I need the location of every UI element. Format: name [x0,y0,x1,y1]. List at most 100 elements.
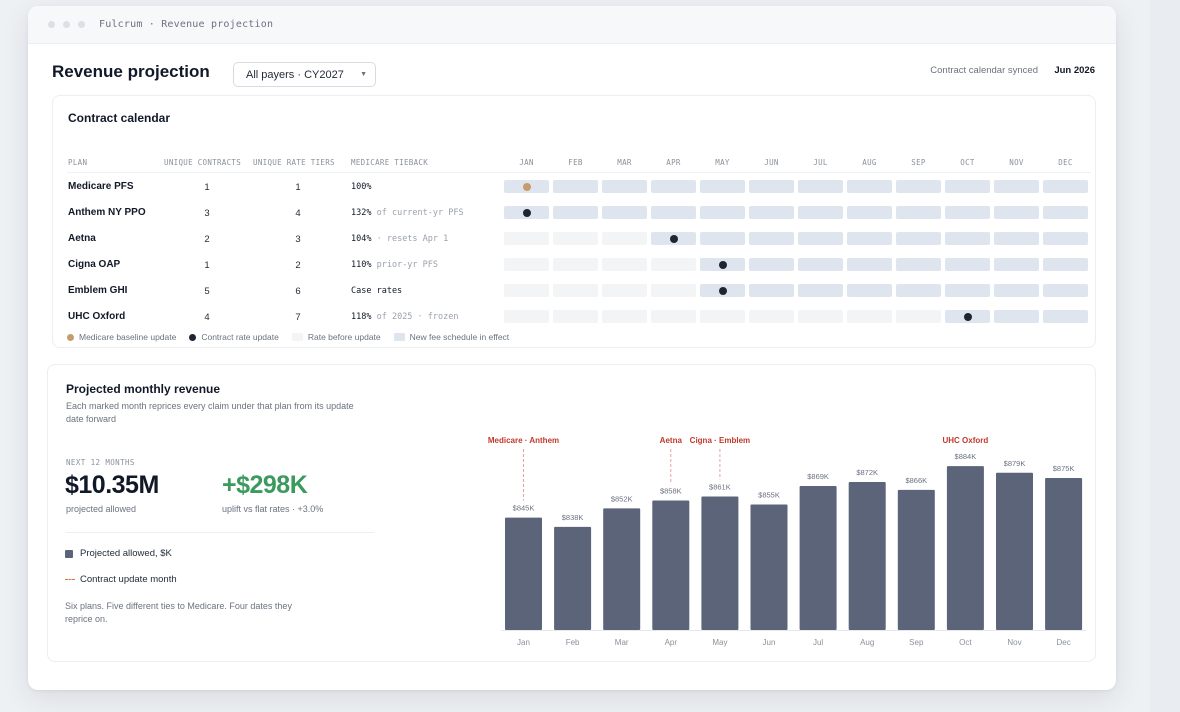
month-cell-apr[interactable] [651,206,696,219]
month-cell-aug[interactable] [847,284,892,297]
month-cell-aug[interactable] [847,310,892,323]
month-cell-dec[interactable] [1043,284,1088,297]
month-cell-jul[interactable] [798,206,843,219]
month-cell-mar[interactable] [602,310,647,323]
month-cell-mar[interactable] [602,180,647,193]
month-cell-may[interactable] [700,232,745,245]
contract-update-marker[interactable] [964,312,972,321]
month-cell-aug[interactable] [847,232,892,245]
bar-dec[interactable] [1045,478,1083,630]
month-cell-oct[interactable] [945,180,990,193]
month-cell-oct[interactable] [945,284,990,297]
month-cell-jun[interactable] [749,180,794,193]
baseline-update-marker[interactable] [523,182,531,191]
month-cell-may[interactable] [700,180,745,193]
month-cell-sep[interactable] [896,206,941,219]
month-cell-apr[interactable] [651,258,696,271]
month-cell-may[interactable] [700,206,745,219]
month-cell-jan[interactable] [504,284,549,297]
legend-before-label: Rate before update [307,332,381,342]
month-cell-jun[interactable] [749,310,794,323]
month-cell-sep[interactable] [896,258,941,271]
month-cell-apr[interactable] [651,310,696,323]
bar-apr[interactable] [652,500,690,631]
month-cell-mar[interactable] [602,206,647,219]
sync-status-label: Contract calendar synced [930,65,1038,76]
bar-oct[interactable] [946,466,984,630]
bar-jan[interactable] [505,517,542,630]
month-cell-nov[interactable] [994,284,1039,297]
month-cell-jan[interactable] [504,310,549,323]
bar-mar[interactable] [603,508,641,630]
month-cell-jun[interactable] [749,232,794,245]
bar-nov[interactable] [996,472,1033,630]
month-header-feb: FEB [568,158,583,167]
month-cell-jul[interactable] [798,180,843,193]
tieback-note: · resets Apr 1 [371,234,449,244]
month-cell-sep[interactable] [896,180,941,193]
month-cell-dec[interactable] [1043,180,1088,193]
month-cell-jan[interactable] [504,232,549,245]
month-cell-dec[interactable] [1043,206,1088,219]
bar-jul[interactable] [799,485,837,630]
update-annotation-label: Medicare · Anthem [488,436,559,445]
bar-sep[interactable] [897,489,935,630]
window-minimize-dot[interactable] [63,21,70,28]
payer-select[interactable]: All payers · CY2027 ▼ [233,62,376,87]
month-cell-oct[interactable] [945,258,990,271]
contract-update-marker[interactable] [670,234,678,243]
contract-update-marker[interactable] [719,260,727,269]
month-cell-jul[interactable] [798,232,843,245]
x-tick-label: Sep [909,638,924,647]
month-cell-feb[interactable] [553,206,598,219]
bar-feb[interactable] [554,526,592,630]
month-cell-jan[interactable] [504,258,549,271]
month-cell-jul[interactable] [798,284,843,297]
month-cell-mar[interactable] [602,284,647,297]
month-cell-aug[interactable] [847,258,892,271]
month-cell-apr[interactable] [651,180,696,193]
month-cell-feb[interactable] [553,232,598,245]
month-cell-feb[interactable] [553,310,598,323]
month-cell-dec[interactable] [1043,310,1088,323]
bar-jun[interactable] [750,504,788,630]
month-cell-mar[interactable] [602,258,647,271]
month-cell-nov[interactable] [994,310,1039,323]
bar-value-label: $861K [709,483,731,492]
month-cell-oct[interactable] [945,206,990,219]
contract-update-marker[interactable] [719,286,727,295]
month-cell-sep[interactable] [896,310,941,323]
month-cell-aug[interactable] [847,180,892,193]
month-cell-feb[interactable] [553,284,598,297]
month-cell-aug[interactable] [847,206,892,219]
window-zoom-dot[interactable] [78,21,85,28]
month-cell-jun[interactable] [749,206,794,219]
month-cell-oct[interactable] [945,232,990,245]
month-cell-jun[interactable] [749,258,794,271]
month-cell-mar[interactable] [602,232,647,245]
month-cell-dec[interactable] [1043,232,1088,245]
window-close-dot[interactable] [48,21,55,28]
month-cell-may[interactable] [700,310,745,323]
month-cell-feb[interactable] [553,180,598,193]
month-cell-nov[interactable] [994,180,1039,193]
month-cell-nov[interactable] [994,258,1039,271]
month-cell-nov[interactable] [994,232,1039,245]
bar-may[interactable] [701,496,739,630]
x-tick-label: Jan [517,638,530,647]
month-cell-jul[interactable] [798,310,843,323]
contracts-count: 4 [204,312,210,323]
bar-aug[interactable] [848,482,886,630]
month-cell-jul[interactable] [798,258,843,271]
contract-update-marker[interactable] [523,208,531,217]
month-cell-dec[interactable] [1043,258,1088,271]
kpi-total-sub: projected allowed [66,504,137,514]
month-cell-nov[interactable] [994,206,1039,219]
bar-value-label: $852K [611,494,633,503]
month-cell-feb[interactable] [553,258,598,271]
month-cell-sep[interactable] [896,232,941,245]
series-swatch-icon [65,549,73,558]
month-cell-jun[interactable] [749,284,794,297]
month-cell-sep[interactable] [896,284,941,297]
month-cell-apr[interactable] [651,284,696,297]
